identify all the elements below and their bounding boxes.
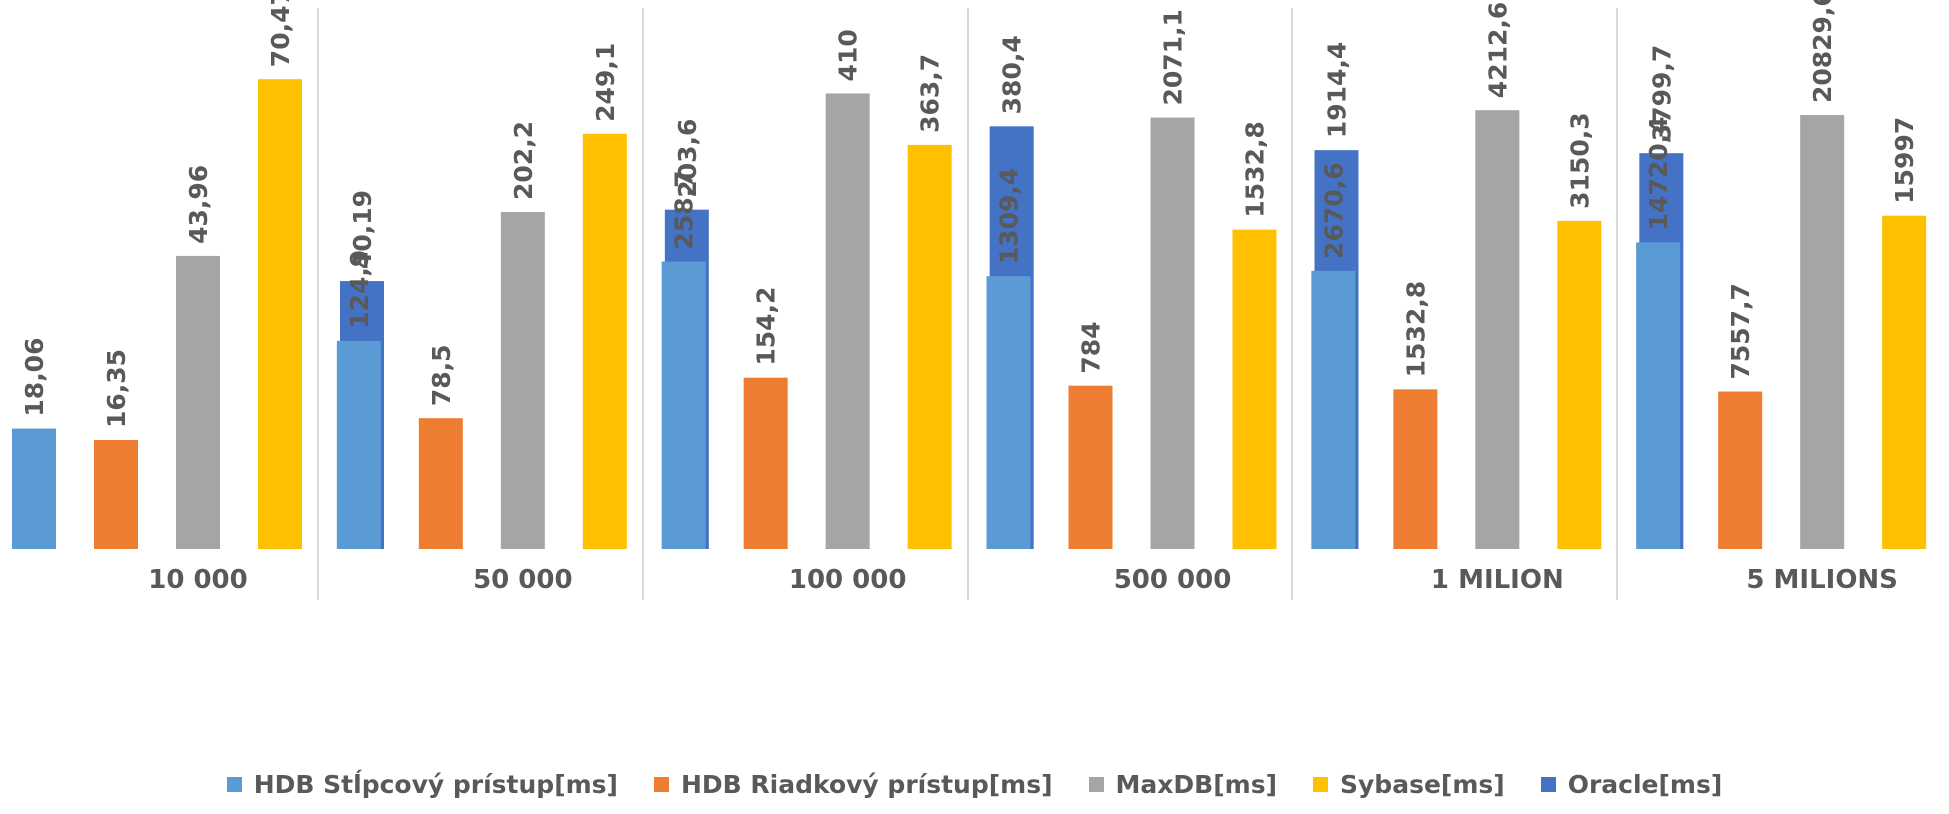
value-label: 249,1 bbox=[591, 43, 620, 122]
value-label: 410 bbox=[834, 29, 863, 81]
value-label: 4212,6 bbox=[1483, 2, 1512, 98]
value-label: 1532,8 bbox=[1401, 281, 1430, 377]
bar bbox=[1475, 110, 1520, 549]
bar bbox=[1718, 391, 1763, 549]
value-label: 15997 bbox=[1890, 117, 1919, 204]
legend-item: Oracle[ms] bbox=[1540, 769, 1723, 799]
bar bbox=[1232, 229, 1277, 549]
legend-label: Sybase[ms] bbox=[1340, 769, 1505, 799]
legend: HDB Stĺpcový prístup[ms] HDB Riadkový prí… bbox=[0, 764, 1949, 804]
bar bbox=[907, 144, 952, 549]
value-label: 784 bbox=[1077, 321, 1106, 373]
value-label: 258,7 bbox=[670, 170, 699, 249]
value-label: 78,5 bbox=[427, 344, 456, 406]
bar bbox=[1393, 389, 1438, 549]
bar bbox=[1557, 220, 1602, 549]
bar bbox=[418, 418, 463, 549]
bar bbox=[661, 261, 706, 549]
value-label: 154,2 bbox=[752, 287, 781, 366]
bar bbox=[1150, 117, 1195, 549]
bar bbox=[986, 276, 1031, 549]
bar bbox=[743, 377, 788, 549]
value-label: 2670,6 bbox=[1319, 162, 1348, 258]
category-label: 1 MILION bbox=[1431, 565, 1564, 595]
category-label: 5 MILIONS bbox=[1746, 565, 1898, 595]
bar bbox=[336, 340, 381, 549]
legend-label: HDB Stĺpcový prístup[ms] bbox=[253, 769, 618, 799]
value-label: 14720,4 bbox=[1644, 116, 1673, 230]
bar bbox=[1068, 385, 1113, 549]
value-label: 2071,1 bbox=[1159, 9, 1188, 105]
panel-separators bbox=[317, 8, 1618, 600]
value-label: 363,7 bbox=[916, 54, 945, 133]
category-label: 10 000 bbox=[148, 565, 248, 595]
bar bbox=[500, 212, 545, 549]
category-label: 100 000 bbox=[789, 565, 907, 595]
legend-swatch bbox=[226, 776, 242, 792]
value-label: 1309,4 bbox=[995, 168, 1024, 264]
value-label: 18,06 bbox=[20, 338, 49, 417]
value-label: 3150,3 bbox=[1565, 112, 1594, 208]
bar bbox=[1311, 270, 1356, 549]
bar bbox=[582, 133, 627, 550]
bar bbox=[825, 93, 870, 549]
legend-swatch bbox=[1540, 776, 1556, 792]
legend-swatch bbox=[1313, 776, 1328, 792]
legend-swatch bbox=[653, 776, 669, 792]
value-label: 1532,8 bbox=[1241, 121, 1270, 217]
value-label: 1914,4 bbox=[1323, 42, 1352, 138]
bar bbox=[12, 428, 56, 549]
bar bbox=[1882, 215, 1927, 549]
bar bbox=[1800, 115, 1845, 550]
bar bbox=[94, 440, 138, 549]
value-label: 202,2 bbox=[509, 121, 538, 200]
value-label: 43,96 bbox=[184, 165, 213, 244]
value-label: 3799,7 bbox=[1647, 45, 1676, 141]
value-label: 20829,6 bbox=[1808, 0, 1837, 103]
bar bbox=[176, 255, 220, 549]
value-label: 124,9 bbox=[345, 250, 374, 329]
category-label: 500 000 bbox=[1114, 565, 1232, 595]
value-label: 7557,7 bbox=[1726, 283, 1755, 379]
bar bbox=[1636, 242, 1681, 549]
legend-label: HDB Riadkový prístup[ms] bbox=[680, 769, 1053, 799]
bar bbox=[258, 79, 302, 549]
legend-label: MaxDB[ms] bbox=[1115, 769, 1277, 799]
legend-label: Oracle[ms] bbox=[1567, 769, 1723, 799]
legend-item: HDB Riadkový prístup[ms] bbox=[653, 769, 1053, 799]
value-label: 380,4 bbox=[998, 35, 1027, 114]
bars bbox=[12, 79, 1927, 550]
category-label: 50 000 bbox=[473, 565, 573, 595]
legend-item: MaxDB[ms] bbox=[1088, 769, 1277, 799]
legend-item: HDB Stĺpcový prístup[ms] bbox=[226, 769, 618, 799]
value-label: 203,6 bbox=[673, 119, 702, 198]
value-label: 70,47 bbox=[266, 0, 295, 67]
category-labels: 10 000 50 000 100 000 500 000 1 MILION 5 MILI… bbox=[148, 565, 1898, 595]
value-label: 40,19 bbox=[348, 190, 377, 269]
legend-swatch bbox=[1088, 776, 1104, 792]
value-label: 16,35 bbox=[102, 349, 131, 428]
legend-item: Sybase[ms] bbox=[1313, 770, 1505, 799]
